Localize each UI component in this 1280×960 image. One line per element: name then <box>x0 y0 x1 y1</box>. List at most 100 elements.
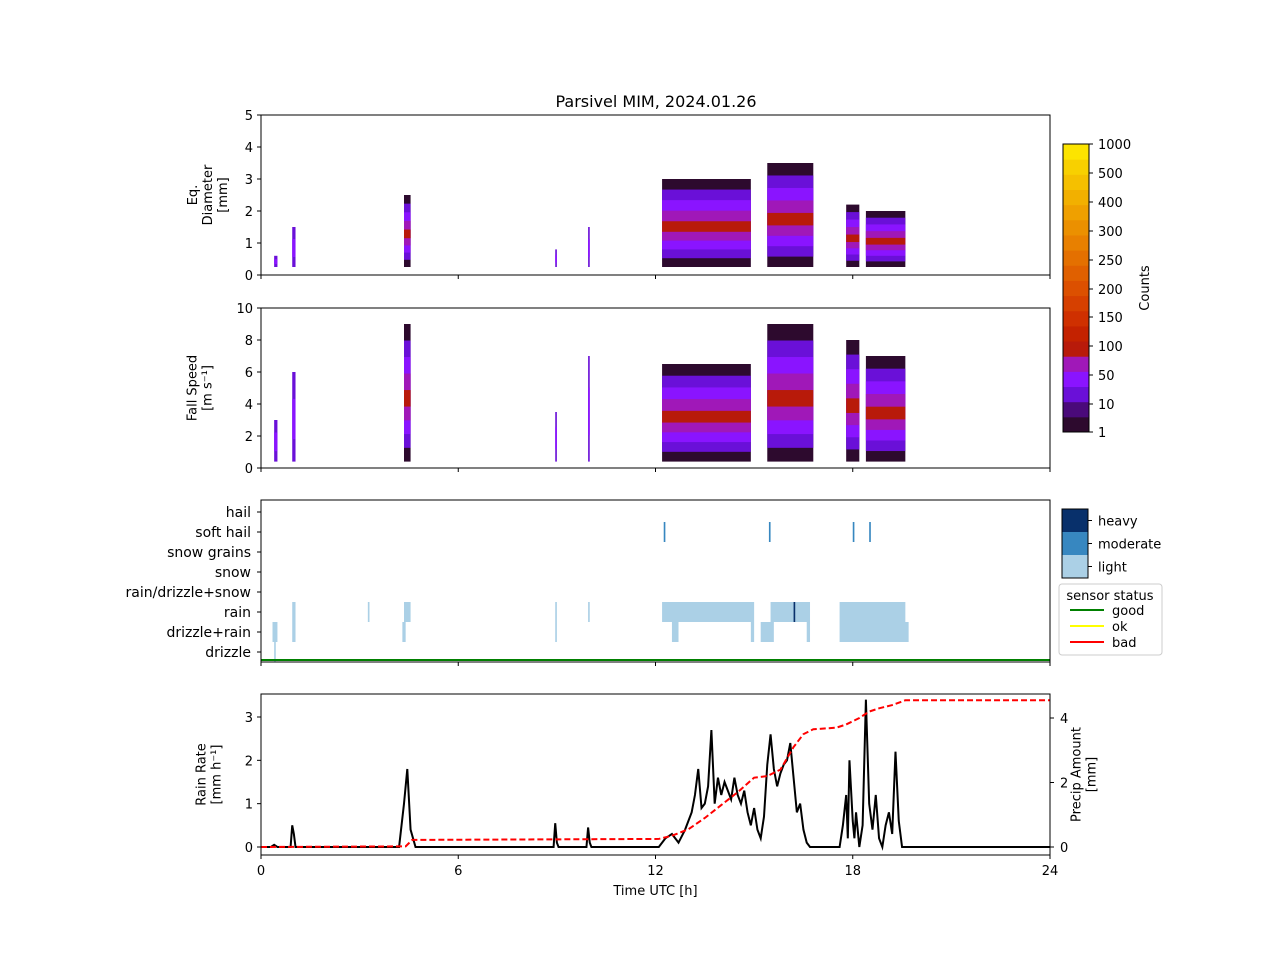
type-segment <box>367 602 370 622</box>
counts-swatch <box>1063 219 1089 236</box>
rate-ylabel-line: Rain Rate <box>195 743 210 806</box>
y-tick-label: 4 <box>245 141 253 156</box>
type-segment <box>274 642 276 662</box>
type-segment <box>671 622 679 642</box>
counts-swatch <box>1063 416 1089 433</box>
y2-tick-label: 4 <box>1060 712 1068 727</box>
speed-cell <box>404 390 411 407</box>
precip-ylabel-line: [mm] <box>1085 757 1100 792</box>
counts-swatch <box>1063 144 1089 160</box>
legend-title: sensor status <box>1066 589 1153 604</box>
rate-ylabel: Rain Rate[mm h⁻¹] <box>195 743 225 806</box>
type-segment <box>555 622 557 642</box>
counts-swatch <box>1063 204 1089 221</box>
speed-cell <box>662 410 751 423</box>
counts-swatch <box>1063 325 1089 342</box>
counts-tick-label: 300 <box>1098 225 1123 240</box>
diameter-cell <box>555 254 557 263</box>
type-segment <box>663 522 666 542</box>
x-tick-label: 6 <box>454 864 462 879</box>
diameter-cell <box>846 234 860 243</box>
legend-label-bad: bad <box>1112 636 1136 651</box>
y-tick-label: 10 <box>236 302 253 317</box>
type-segment <box>806 622 811 642</box>
counts-swatch <box>1063 341 1089 357</box>
speed-cell <box>292 398 296 440</box>
legend-box <box>1058 583 1163 656</box>
speed-cell <box>274 432 278 452</box>
y-tick-label: 1 <box>245 798 253 813</box>
y2-tick-label: 2 <box>1060 777 1068 792</box>
precip-ylabel: Precip Amount[mm] <box>1070 727 1100 822</box>
type-segment <box>292 622 296 642</box>
intensity-label: heavy <box>1098 515 1138 530</box>
speed-cell <box>555 426 557 450</box>
counts-swatch <box>1063 189 1089 206</box>
diameter-frame <box>260 114 1051 276</box>
x-tick-label: 0 <box>257 864 265 879</box>
y-tick-label: 8 <box>245 334 253 349</box>
type-segment <box>793 602 796 622</box>
counts-swatch <box>1063 280 1089 297</box>
legend-label-ok: ok <box>1112 620 1128 635</box>
type-segment <box>869 522 871 542</box>
counts-swatch <box>1063 310 1089 327</box>
x-axis-label: Time UTC [h] <box>612 884 697 899</box>
diameter-cell <box>767 212 814 226</box>
speed-cell <box>588 387 590 436</box>
diameter-cell <box>662 221 751 232</box>
speed-ylabel: Fall Speed[m s⁻¹] <box>186 355 216 421</box>
speed-ylabel-line: [m s⁻¹] <box>201 365 216 411</box>
diameter-panel: 0 1 2 3 4 5 Eq.Diameter[mm] <box>186 109 1051 284</box>
category-label: hail <box>226 505 251 521</box>
counts-tick-label: 100 <box>1098 340 1123 355</box>
y-tick-label: 3 <box>245 711 253 726</box>
y-tick-label: 2 <box>245 754 253 769</box>
y-tick-label: 5 <box>245 109 253 124</box>
type-segment <box>588 602 590 622</box>
intensity-label: moderate <box>1098 538 1161 553</box>
intensity-swatch <box>1062 555 1088 578</box>
counts-colorbar: 1000 500 400 300 250 200 150 100 50 10 1 Counts <box>1062 138 1153 441</box>
diameter-cell <box>274 259 278 265</box>
type-segment <box>760 622 774 642</box>
type-segment <box>555 602 557 622</box>
x-tick-label: 24 <box>1042 864 1059 879</box>
y-tick-label: 2 <box>245 430 253 445</box>
counts-tick-label: 10 <box>1098 398 1115 413</box>
category-label: rain <box>224 605 251 621</box>
counts-swatch <box>1063 174 1089 190</box>
diameter-cell <box>865 237 906 245</box>
intensity-swatch <box>1062 532 1088 555</box>
x-tick-label: 12 <box>647 864 664 879</box>
rain-rate-line <box>261 699 1050 851</box>
precip-type-panel: drizzle drizzle+rain rain rain/drizzle+snow… <box>126 499 1051 666</box>
counts-colorbar-label: Counts <box>1138 265 1153 311</box>
counts-tick-label: 250 <box>1098 254 1123 269</box>
category-label: snow grains <box>167 545 251 561</box>
speed-cell <box>846 398 860 413</box>
intensity-colorbar-frame <box>1061 508 1089 579</box>
counts-swatch <box>1063 386 1089 403</box>
y-tick-label: 3 <box>245 173 253 188</box>
category-label: snow <box>215 565 251 581</box>
counts-tick-label: 200 <box>1098 283 1123 298</box>
diameter-cell <box>588 239 590 257</box>
rate-ylabel-line: [mm h⁻¹] <box>210 745 225 805</box>
y-tick-label: 6 <box>245 366 253 381</box>
fall-speed-panel: 0 2 4 6 8 10 Fall Speed[m s⁻¹] <box>186 302 1051 477</box>
counts-tick-label: 500 <box>1098 167 1123 182</box>
type-segment <box>272 622 278 642</box>
category-label: drizzle+rain <box>166 625 251 641</box>
diameter-ylabel: Eq.Diameter[mm] <box>186 164 231 225</box>
intensity-colorbar: heavy moderate light <box>1061 508 1161 579</box>
category-label: drizzle <box>205 645 251 661</box>
speed-cell <box>865 406 906 420</box>
diameter-ylabel-line: Diameter <box>201 164 216 225</box>
type-segment <box>292 602 296 622</box>
rate-frame <box>260 693 1051 856</box>
type-segment <box>770 602 811 622</box>
